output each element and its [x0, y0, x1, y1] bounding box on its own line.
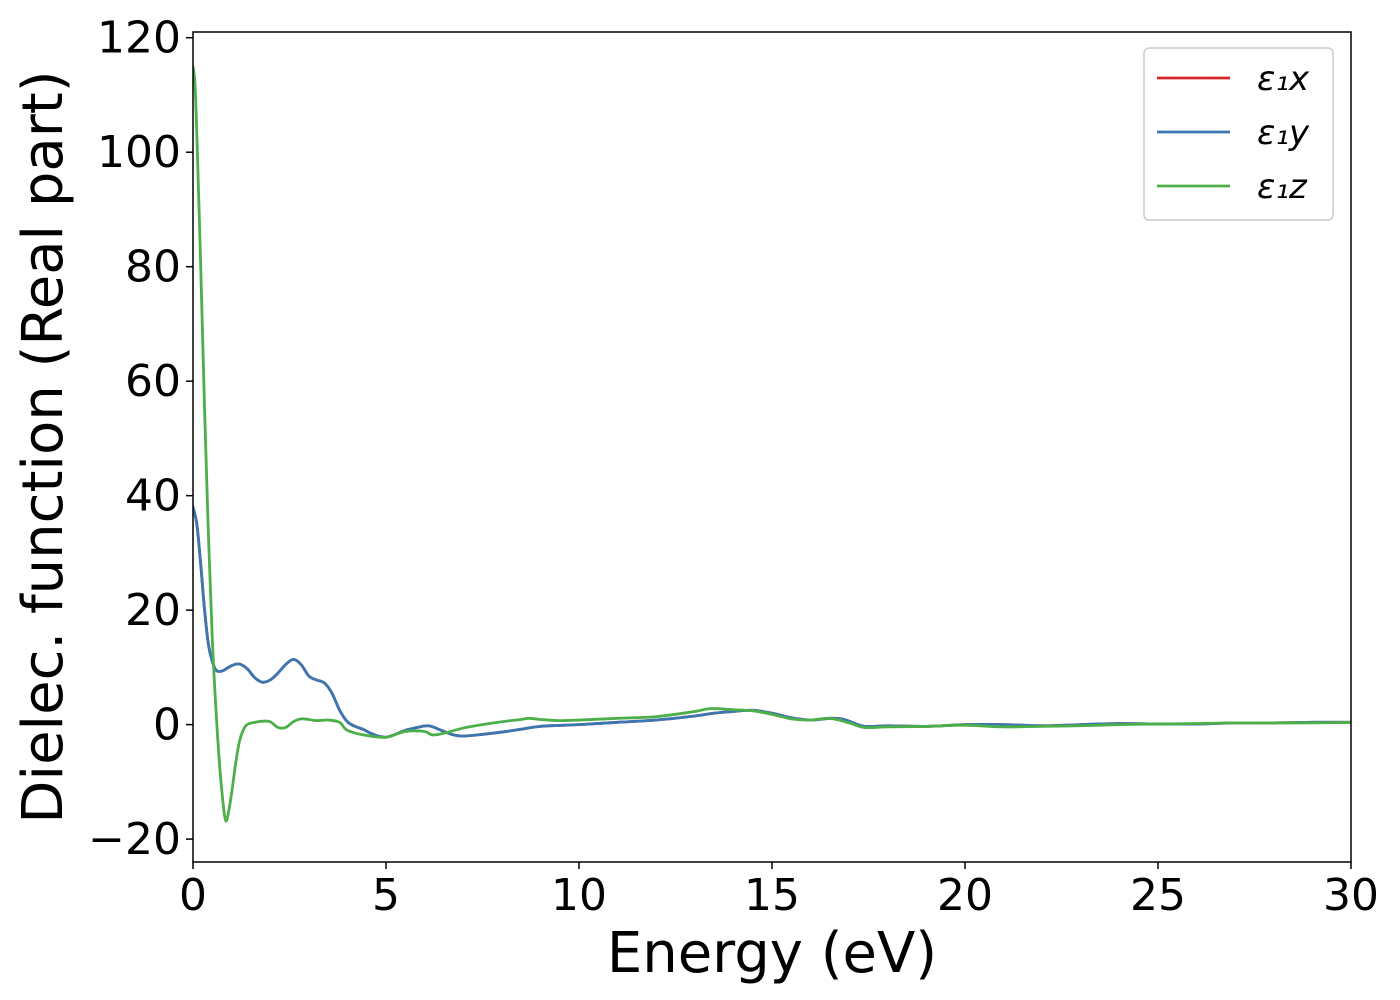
legend-label-3: ε₁z	[1257, 167, 1308, 207]
y-axis-label: Dielec. function (Real part)	[11, 70, 76, 823]
x-tick-label: 5	[372, 870, 400, 921]
y-axis-ticks: −20 0 20 40 60 80 100 120	[88, 13, 193, 865]
series-lines	[193, 64, 1351, 823]
x-tick-label: 15	[744, 870, 800, 921]
y-tick-label: 60	[125, 356, 181, 407]
x-axis-label: Energy (eV)	[607, 921, 937, 986]
legend-label-1: ε₁x	[1257, 59, 1310, 99]
series-line-3	[193, 64, 1351, 823]
y-tick-label: 20	[125, 585, 181, 636]
y-tick-label: 100	[97, 127, 181, 178]
x-tick-label: 30	[1323, 870, 1379, 921]
legend-box	[1143, 47, 1334, 221]
legend-label-2: ε₁y	[1257, 113, 1310, 153]
x-axis-ticks: 0 5 10 15 20 25 30	[179, 862, 1379, 921]
y-tick-label: 40	[125, 471, 181, 522]
x-tick-label: 25	[1130, 870, 1186, 921]
legend: ε₁x ε₁y ε₁z	[1143, 47, 1334, 221]
y-tick-label: −20	[88, 814, 181, 865]
x-tick-label: 10	[551, 870, 607, 921]
y-tick-label: 120	[97, 13, 181, 64]
y-tick-label: 80	[125, 242, 181, 293]
x-tick-label: 20	[937, 870, 993, 921]
x-tick-label: 0	[179, 870, 207, 921]
y-tick-label: 0	[153, 700, 181, 751]
